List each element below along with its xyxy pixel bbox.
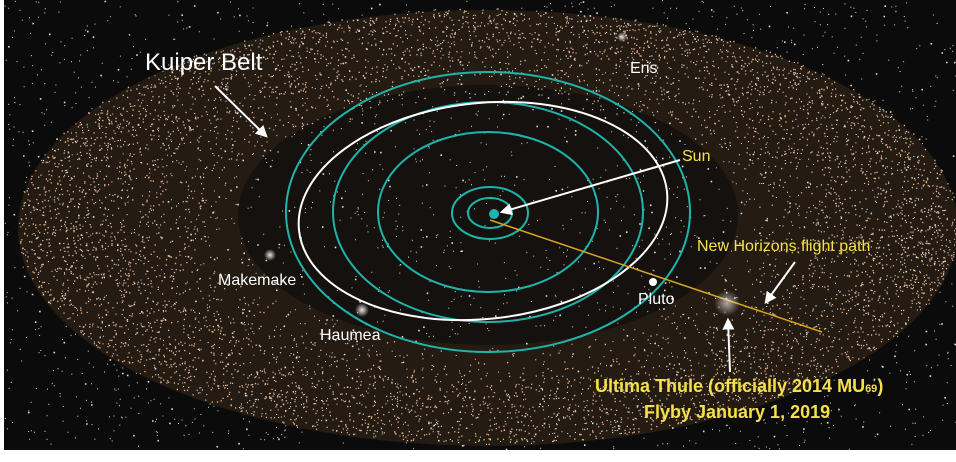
- label: Pluto: [638, 291, 675, 308]
- label: Kuiper Belt: [145, 49, 263, 76]
- sun-dot: [489, 209, 499, 219]
- label: Eris: [630, 60, 658, 77]
- eris-body: [617, 32, 627, 42]
- caption-text: ): [877, 376, 883, 396]
- kuiper-belt-diagram: Kuiper Belt Eris Sun New Horizons flight…: [0, 0, 956, 462]
- label: Sun: [682, 148, 710, 165]
- label: New Horizons flight path: [697, 238, 870, 255]
- label: Haumea: [320, 327, 381, 344]
- caption-line: Flyby January 1, 2019: [644, 402, 830, 422]
- caption-text: Ultima Thule (officially 2014 MU: [595, 376, 865, 396]
- makemake-body: [264, 249, 276, 261]
- haumea-body: [355, 303, 369, 317]
- ultima-thule-body: [714, 290, 740, 316]
- pluto-body: [649, 278, 657, 286]
- caption-subscript: 69: [865, 383, 877, 395]
- caption-line: Ultima Thule (officially 2014 MU69): [595, 376, 883, 396]
- label: Makemake: [218, 272, 296, 289]
